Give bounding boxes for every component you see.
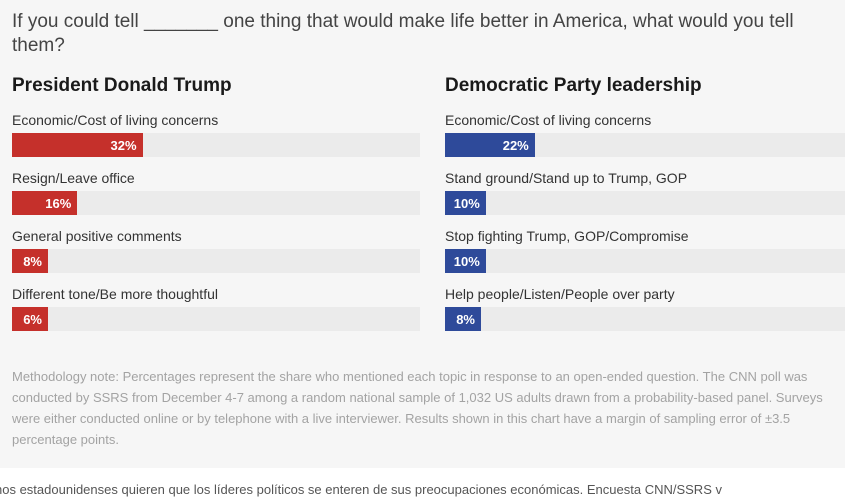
- value-label: 32%: [110, 137, 137, 153]
- bar-row: Different tone/Be more thoughtful 6%: [12, 285, 420, 343]
- bar-track: 10%: [445, 249, 845, 273]
- bar-rows-democrats: Economic/Cost of living concerns 22% Stand…: [445, 111, 845, 343]
- caption-text: nos estadounidenses quieren que los líde…: [0, 482, 722, 497]
- question-title: If you could tell _______ one thing that…: [12, 11, 794, 56]
- panel-title-democrats: Democratic Party leadership: [445, 75, 702, 96]
- panel-democrats: Democratic Party leadership Economic/Cos…: [445, 72, 845, 343]
- value-label: 16%: [45, 195, 72, 211]
- bar-rows-trump: Economic/Cost of living concerns 32% Resig…: [12, 111, 420, 343]
- bar-row: Stand ground/Stand up to Trump, GOP 10%: [445, 169, 845, 227]
- bar-track: 8%: [12, 249, 420, 273]
- bar-row: Economic/Cost of living concerns 32%: [12, 111, 420, 169]
- bar-row: Resign/Leave office 16%: [12, 169, 420, 227]
- value-label: 8%: [23, 253, 42, 269]
- methodology-note: Methodology note: Percentages represent …: [12, 369, 823, 447]
- bar-track: 6%: [12, 307, 420, 331]
- bar-track: 16%: [12, 191, 420, 215]
- category-label: Resign/Leave office: [12, 170, 135, 186]
- panel-title-trump: President Donald Trump: [12, 75, 232, 96]
- value-label: 22%: [502, 137, 529, 153]
- bar-row: Stop fighting Trump, GOP/Compromise 10%: [445, 227, 845, 285]
- value-label: 10%: [453, 195, 480, 211]
- image-caption: nos estadounidenses quieren que los líde…: [0, 480, 845, 500]
- bar: 10%: [445, 249, 486, 273]
- bar-row: General positive comments 8%: [12, 227, 420, 285]
- category-label: Stop fighting Trump, GOP/Compromise: [445, 228, 689, 244]
- bar-track: 10%: [445, 191, 845, 215]
- category-label: General positive comments: [12, 228, 182, 244]
- bar: 16%: [12, 191, 78, 215]
- category-label: Economic/Cost of living concerns: [445, 112, 652, 128]
- value-label: 10%: [453, 253, 480, 269]
- category-label: Economic/Cost of living concerns: [12, 112, 219, 128]
- value-label: 8%: [456, 311, 475, 327]
- bar: 10%: [445, 191, 486, 215]
- category-label: Stand ground/Stand up to Trump, GOP: [445, 170, 688, 186]
- bar-row: Economic/Cost of living concerns 22%: [445, 111, 845, 169]
- category-label: Different tone/Be more thoughtful: [12, 286, 218, 302]
- bar-track: 22%: [445, 133, 845, 157]
- bar: 22%: [445, 133, 535, 157]
- bar: 8%: [12, 249, 48, 273]
- bar-track: 8%: [445, 307, 845, 331]
- bar-track: 32%: [12, 133, 420, 157]
- bar: 8%: [445, 307, 481, 331]
- bar-row: Help people/Listen/People over party 8%: [445, 285, 845, 343]
- bar: 32%: [12, 133, 143, 157]
- category-label: Help people/Listen/People over party: [445, 286, 675, 302]
- value-label: 6%: [23, 311, 42, 327]
- bar: 6%: [12, 307, 48, 331]
- chart-card: If you could tell _______ one thing that…: [12, 11, 845, 447]
- panel-trump: President Donald Trump Economic/Cost of …: [12, 72, 420, 343]
